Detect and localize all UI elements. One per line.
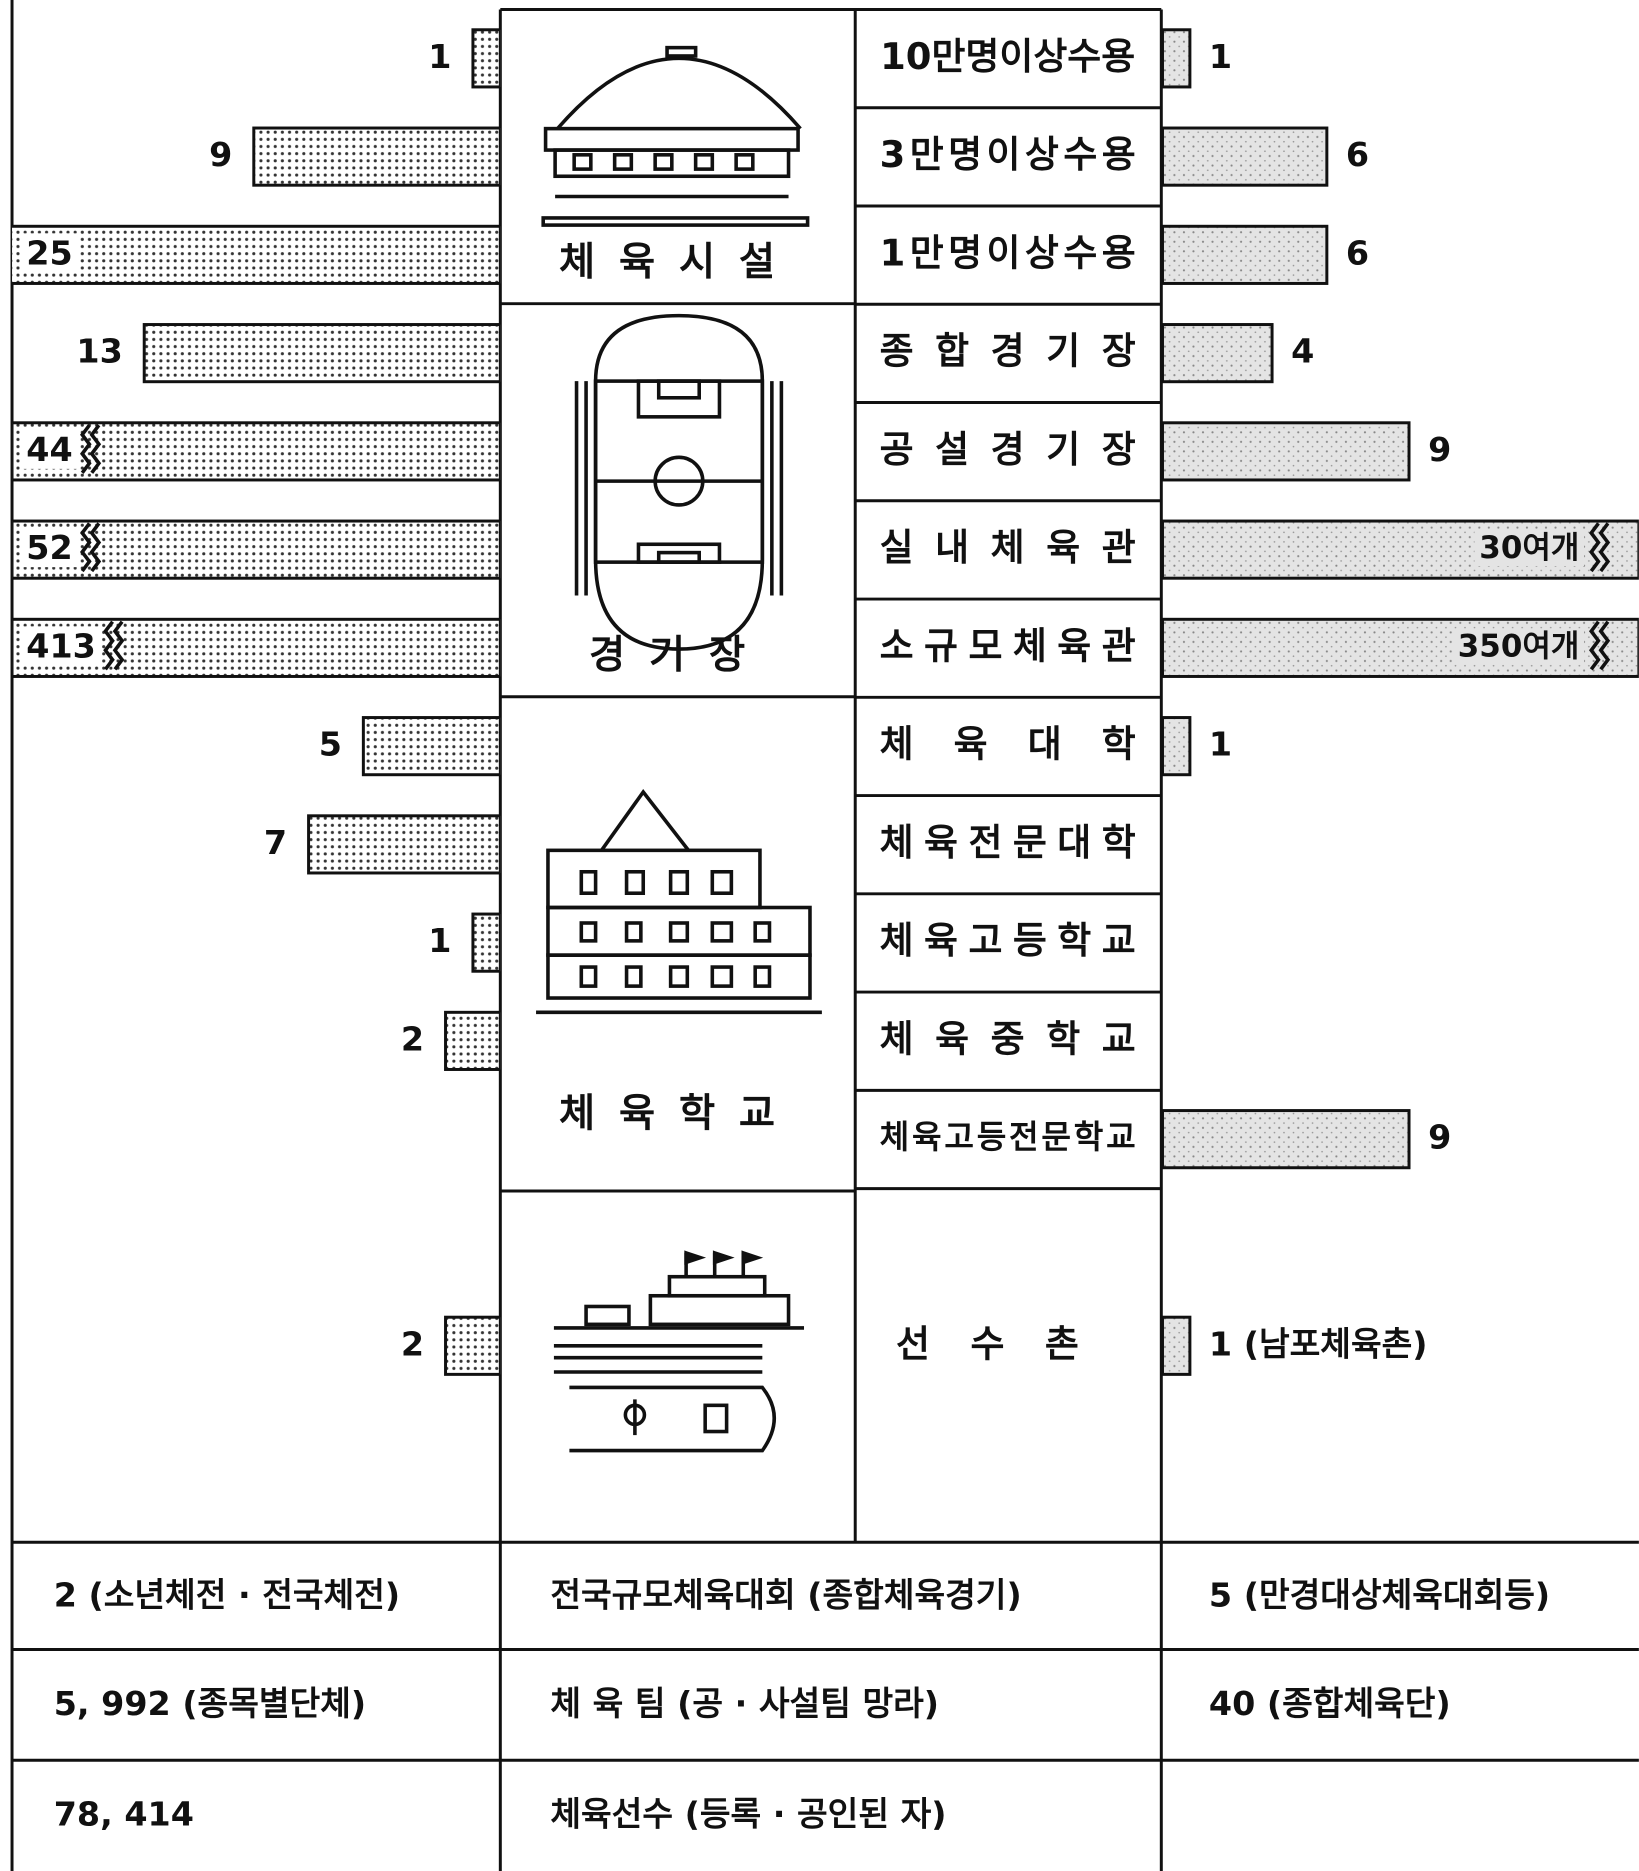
row-label: 체육전문대학 bbox=[880, 821, 1136, 864]
row-label: 체육고등전문학교 bbox=[880, 1118, 1136, 1156]
table-right: 5 (만경대상체육대회등) bbox=[1209, 1576, 1550, 1615]
right-value-label: 9 bbox=[1428, 430, 1451, 469]
right-value-label: 350여개 bbox=[1458, 628, 1580, 664]
left-bar bbox=[444, 1010, 501, 1071]
table-label: 전국규모체육대회 (종합체육경기) bbox=[550, 1576, 1021, 1615]
row-label: 선수촌 bbox=[896, 1322, 1119, 1365]
break-mark bbox=[80, 424, 102, 474]
table-right: 40 (종합체육단) bbox=[1209, 1684, 1451, 1723]
right-value-label: 9 bbox=[1428, 1118, 1451, 1157]
row-label: 3만명이상수용 bbox=[880, 133, 1136, 176]
row-label: 공설경기장 bbox=[880, 428, 1136, 471]
right-value-label: 30여개 bbox=[1479, 530, 1579, 566]
right-value-label: 4 bbox=[1291, 332, 1314, 371]
break-mark bbox=[1589, 620, 1611, 671]
left-value-label: 1 bbox=[428, 37, 451, 76]
left-bars bbox=[12, 28, 501, 1376]
left-value-label: 2 bbox=[401, 1324, 424, 1363]
left-labels: 1 9 25 13 44 52 413 5 7 1 2 2 bbox=[21, 37, 451, 1363]
left-bar bbox=[12, 224, 501, 285]
left-bar bbox=[471, 912, 501, 973]
table-left: 78, 414 bbox=[54, 1795, 194, 1834]
left-bar bbox=[471, 28, 501, 89]
right-value-label: 6 bbox=[1346, 233, 1369, 272]
row-label: 종합경기장 bbox=[880, 330, 1136, 373]
row-label: 체육대학 bbox=[880, 723, 1136, 766]
label-bg bbox=[21, 233, 78, 273]
row-label: 체육고등학교 bbox=[880, 919, 1136, 962]
right-labels: 1 6 6 4 9 30여개 350여개 1 9 1 (남포체육촌) bbox=[1209, 37, 1611, 1363]
frame bbox=[10, 0, 1639, 1871]
label-bg bbox=[21, 626, 101, 666]
stadium-icon bbox=[541, 45, 810, 227]
table-left: 2 (소년체전 · 전국체전) bbox=[54, 1576, 400, 1615]
break-mark bbox=[80, 522, 102, 573]
village-icon bbox=[553, 1250, 805, 1453]
row-label: 10만명이상수용 bbox=[880, 35, 1135, 78]
break-mark bbox=[1589, 522, 1611, 573]
right-bar bbox=[1162, 421, 1411, 482]
left-value-label: 7 bbox=[264, 823, 287, 862]
left-value-label: 1 bbox=[428, 921, 451, 960]
left-value-label: 13 bbox=[76, 332, 122, 371]
group-label: 체육학교 bbox=[559, 1091, 799, 1136]
break-mark bbox=[103, 620, 125, 671]
left-value-label: 25 bbox=[26, 233, 72, 272]
table-label: 체육선수 (등록 · 공인된 자) bbox=[550, 1795, 946, 1834]
left-value-label: 5 bbox=[319, 725, 342, 764]
school-icon bbox=[536, 788, 822, 1015]
label-bg bbox=[1452, 628, 1585, 665]
right-bar bbox=[1162, 1109, 1411, 1170]
right-bars bbox=[1162, 28, 1639, 1376]
left-bar bbox=[307, 814, 501, 875]
right-value-label: 1 bbox=[1209, 725, 1232, 764]
row-label: 실내체육관 bbox=[880, 526, 1136, 569]
row-label: 체육중학교 bbox=[880, 1017, 1136, 1060]
left-bar bbox=[252, 126, 501, 187]
left-value-label: 2 bbox=[401, 1019, 424, 1058]
right-bar bbox=[1162, 224, 1329, 285]
left-bar bbox=[444, 1315, 501, 1376]
right-value-label: 1 (남포체육촌) bbox=[1209, 1324, 1428, 1363]
right-value-label: 6 bbox=[1346, 135, 1369, 174]
group-label: 체육시설 bbox=[559, 240, 799, 285]
table-label: 체 육 팀 (공 · 사설팀 망라) bbox=[550, 1684, 939, 1723]
label-bg bbox=[1474, 530, 1585, 567]
table-left: 5, 992 (종목별단체) bbox=[54, 1684, 366, 1723]
left-value-label: 413 bbox=[26, 626, 96, 665]
left-bar bbox=[361, 716, 501, 777]
right-bar bbox=[1162, 126, 1329, 187]
left-value-label: 9 bbox=[209, 135, 232, 174]
row-label: 소규모체육관 bbox=[880, 624, 1136, 667]
left-value-label: 52 bbox=[26, 528, 72, 567]
right-bar bbox=[1162, 28, 1192, 89]
left-value-label: 44 bbox=[26, 430, 72, 469]
label-bg bbox=[21, 429, 78, 469]
group-label: 경기장 bbox=[589, 633, 769, 678]
field-icon bbox=[574, 313, 784, 651]
right-bar bbox=[1162, 716, 1192, 777]
right-value-label: 1 bbox=[1209, 37, 1232, 76]
left-bar bbox=[142, 323, 501, 384]
row-label: 1만명이상수용 bbox=[880, 231, 1136, 274]
label-bg bbox=[21, 528, 78, 568]
right-bar bbox=[1162, 1315, 1192, 1376]
right-bar bbox=[1162, 323, 1274, 384]
